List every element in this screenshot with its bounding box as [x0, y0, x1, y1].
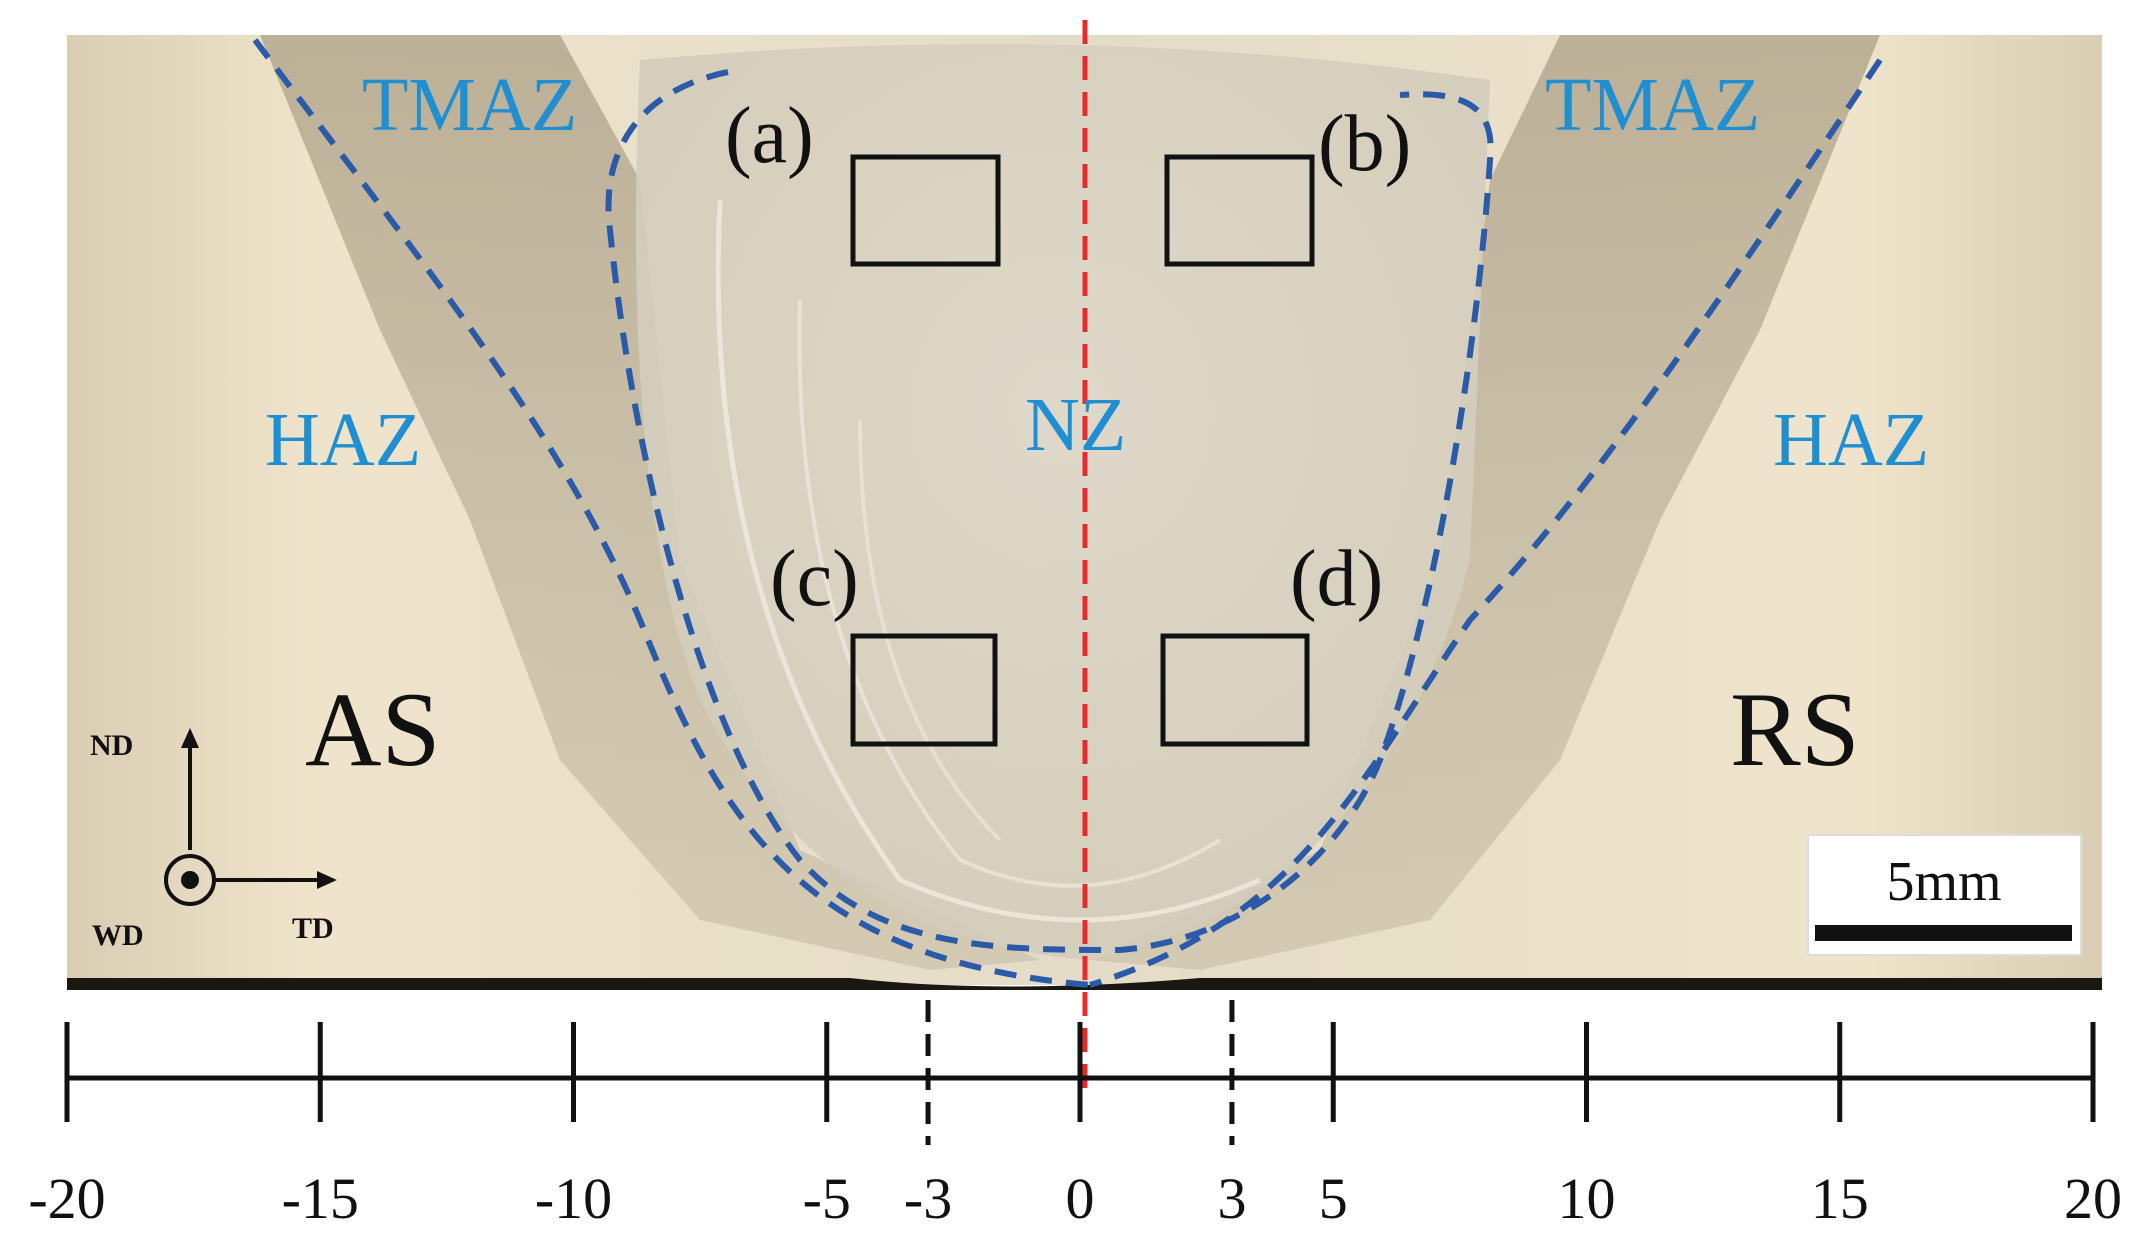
zone-label-nz: NZ — [1025, 383, 1126, 467]
scale-bar: 5mm — [1807, 834, 2082, 956]
tmaz-nz-boundary — [605, 69, 1494, 954]
ruler-label: 5 — [1319, 1166, 1348, 1231]
nugget-zone — [636, 44, 1490, 960]
orientation-axes: ND TD WD — [90, 728, 337, 952]
ruler-label: 20 — [2064, 1166, 2122, 1231]
side-label-retreating: RS — [1730, 671, 1860, 788]
region-box-d — [1160, 633, 1310, 747]
weld-root-line — [67, 978, 2102, 990]
ruler-label: -10 — [535, 1166, 612, 1231]
ruler-labels: -20 -15 -10 -5 -3 0 3 5 10 15 20 — [28, 1166, 2122, 1231]
region-label-b: (b) — [1318, 100, 1411, 188]
region-label-c: (c) — [770, 535, 859, 623]
ruler-label: 3 — [1217, 1166, 1246, 1231]
weld-plate — [67, 35, 2102, 990]
zone-label-haz-right: HAZ — [1773, 398, 1929, 482]
ruler-label: -5 — [803, 1166, 851, 1231]
tmaz-band-left — [260, 35, 1040, 970]
onion-ring — [715, 199, 1262, 923]
wd-dot — [181, 871, 199, 889]
axis-label-wd: WD — [92, 919, 144, 952]
td-arrow-head — [317, 871, 337, 889]
region-label-d: (d) — [1290, 535, 1383, 623]
region-markers: (a) (b) (c) (d) — [725, 92, 1411, 747]
tmaz-band-right — [1090, 35, 1880, 970]
zone-label-haz-left: HAZ — [265, 398, 421, 482]
zone-boundaries — [252, 38, 1883, 988]
region-box-b — [1164, 154, 1315, 267]
region-label-a: (a) — [725, 92, 814, 180]
scale-bar-line — [1815, 925, 2072, 941]
scale-bar-label: 5mm — [1886, 851, 2001, 913]
ruler-label: -15 — [282, 1166, 359, 1231]
position-ruler: -20 -15 -10 -5 -3 0 3 5 10 15 20 — [28, 1000, 2122, 1231]
ruler-label: -3 — [904, 1166, 952, 1231]
ruler-label: -20 — [28, 1166, 105, 1231]
region-box-a — [850, 154, 1001, 267]
zone-label-tmaz-left: TMAZ — [362, 63, 577, 147]
axis-label-nd: ND — [90, 729, 133, 762]
zone-label-tmaz-right: TMAZ — [1545, 63, 1760, 147]
wd-out-of-plane-icon — [164, 854, 216, 906]
haz-tmaz-boundary-left — [252, 38, 1091, 988]
axis-label-td: TD — [292, 912, 334, 945]
region-box-c — [850, 633, 998, 747]
ruler-label: 0 — [1066, 1166, 1095, 1231]
nd-arrow-head — [181, 728, 199, 748]
side-label-advancing: AS — [305, 671, 441, 788]
ruler-label: 15 — [1811, 1166, 1869, 1231]
ruler-ticks — [64, 1022, 2096, 1122]
ruler-boundary-markers — [925, 1000, 1235, 1145]
ruler-label: 10 — [1558, 1166, 1616, 1231]
onion-ring — [797, 299, 1222, 888]
onion-ring — [858, 419, 1002, 842]
